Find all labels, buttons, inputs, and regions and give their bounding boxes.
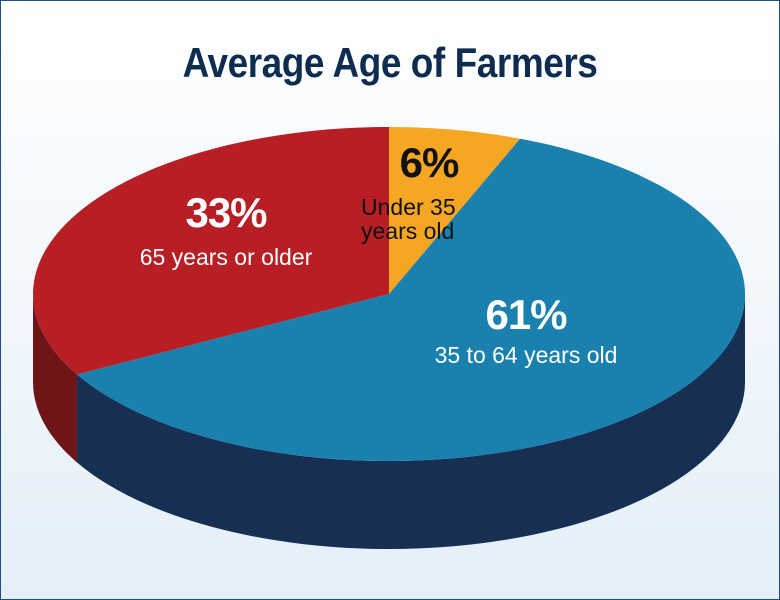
value-label: 61% [485, 291, 567, 338]
value-label: 33% [185, 189, 267, 236]
category-label: 35 to 64 years old [434, 342, 618, 368]
category-label: 65 years or older [139, 244, 313, 270]
slice [77, 138, 746, 461]
slice-side [32, 294, 78, 463]
slice-side [77, 294, 746, 549]
category-label: Under 35 years old [361, 194, 456, 245]
slice [389, 127, 521, 294]
chart-title: Average Age of Farmers [182, 39, 598, 86]
value-label: 6% [399, 139, 460, 186]
slice [33, 127, 389, 375]
